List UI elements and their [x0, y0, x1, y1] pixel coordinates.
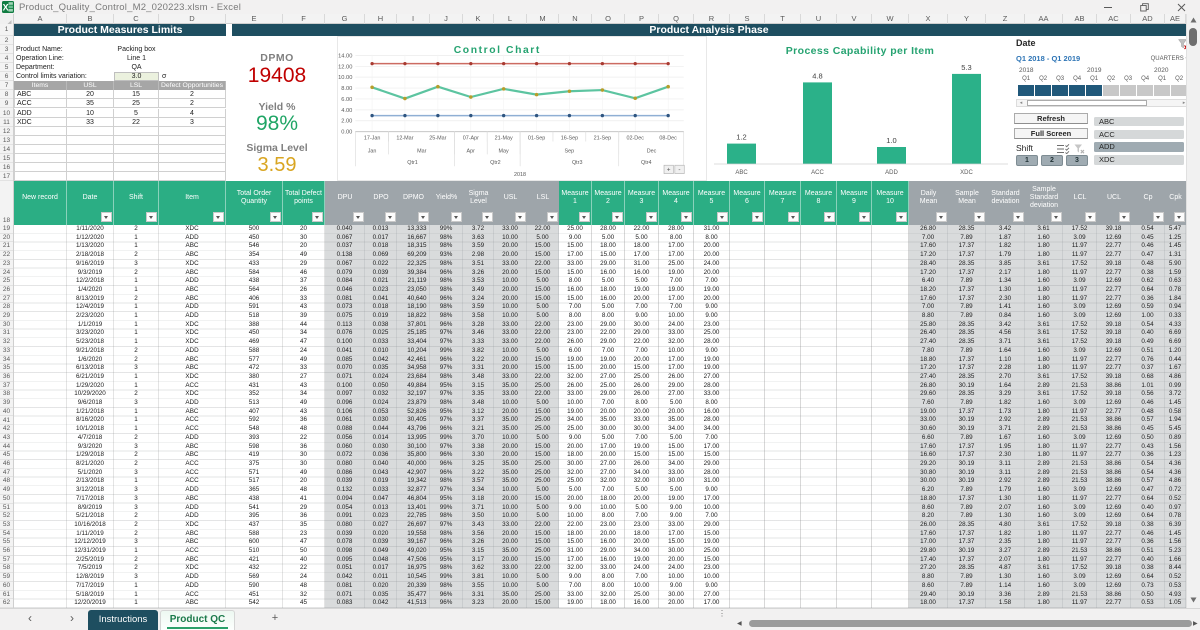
svg-text:Dec: Dec: [647, 148, 657, 154]
svg-text:Qtr3: Qtr3: [572, 160, 583, 166]
svg-text:8.00: 8.00: [341, 86, 352, 92]
svg-text:1.2: 1.2: [736, 133, 746, 142]
svg-text:2.00: 2.00: [341, 119, 352, 125]
svg-text:07-Apr: 07-Apr: [463, 136, 479, 142]
svg-text:14.00: 14.00: [338, 53, 352, 59]
svg-text:25-Mar: 25-Mar: [429, 136, 446, 142]
svg-text:6.00: 6.00: [341, 97, 352, 103]
svg-text:17-Jan: 17-Jan: [364, 136, 381, 142]
svg-text:4.8: 4.8: [812, 71, 822, 80]
svg-text:1.0: 1.0: [886, 136, 896, 145]
svg-text:01-Sep: 01-Sep: [528, 136, 545, 142]
svg-text:+: +: [667, 167, 671, 174]
svg-text:Process Capability per Item: Process Capability per Item: [786, 45, 935, 57]
svg-text:ABC: ABC: [735, 170, 748, 176]
svg-text:12.00: 12.00: [338, 64, 352, 70]
svg-text:Control Chart: Control Chart: [454, 45, 541, 56]
svg-text:X: X: [3, 3, 9, 13]
svg-text:16-Sep: 16-Sep: [561, 136, 578, 142]
svg-text:Qtr4: Qtr4: [641, 160, 652, 166]
svg-text:12-Mar: 12-Mar: [396, 136, 413, 142]
svg-text:Qtr2: Qtr2: [490, 160, 501, 166]
svg-text:0.00: 0.00: [341, 130, 352, 136]
svg-text:Apr: Apr: [467, 148, 476, 154]
svg-text:ACC: ACC: [811, 170, 824, 176]
svg-text:21-Sep: 21-Sep: [594, 136, 611, 142]
svg-text:ADD: ADD: [885, 170, 898, 176]
svg-text:2018: 2018: [514, 172, 526, 178]
svg-text:5.3: 5.3: [961, 63, 971, 72]
svg-text:Mar: Mar: [417, 148, 427, 154]
svg-text:21-May: 21-May: [495, 136, 513, 142]
svg-text:XDC: XDC: [960, 170, 973, 176]
svg-text:-: -: [678, 167, 680, 174]
svg-text:May: May: [499, 148, 510, 154]
svg-text:Jan: Jan: [368, 148, 377, 154]
svg-text:10.00: 10.00: [338, 75, 352, 81]
svg-text:08-Dec: 08-Dec: [659, 136, 677, 142]
svg-text:Qtr1: Qtr1: [407, 160, 418, 166]
svg-text:4.00: 4.00: [341, 108, 352, 114]
svg-text:02-Dec: 02-Dec: [626, 136, 644, 142]
svg-text:Sep: Sep: [565, 148, 575, 154]
